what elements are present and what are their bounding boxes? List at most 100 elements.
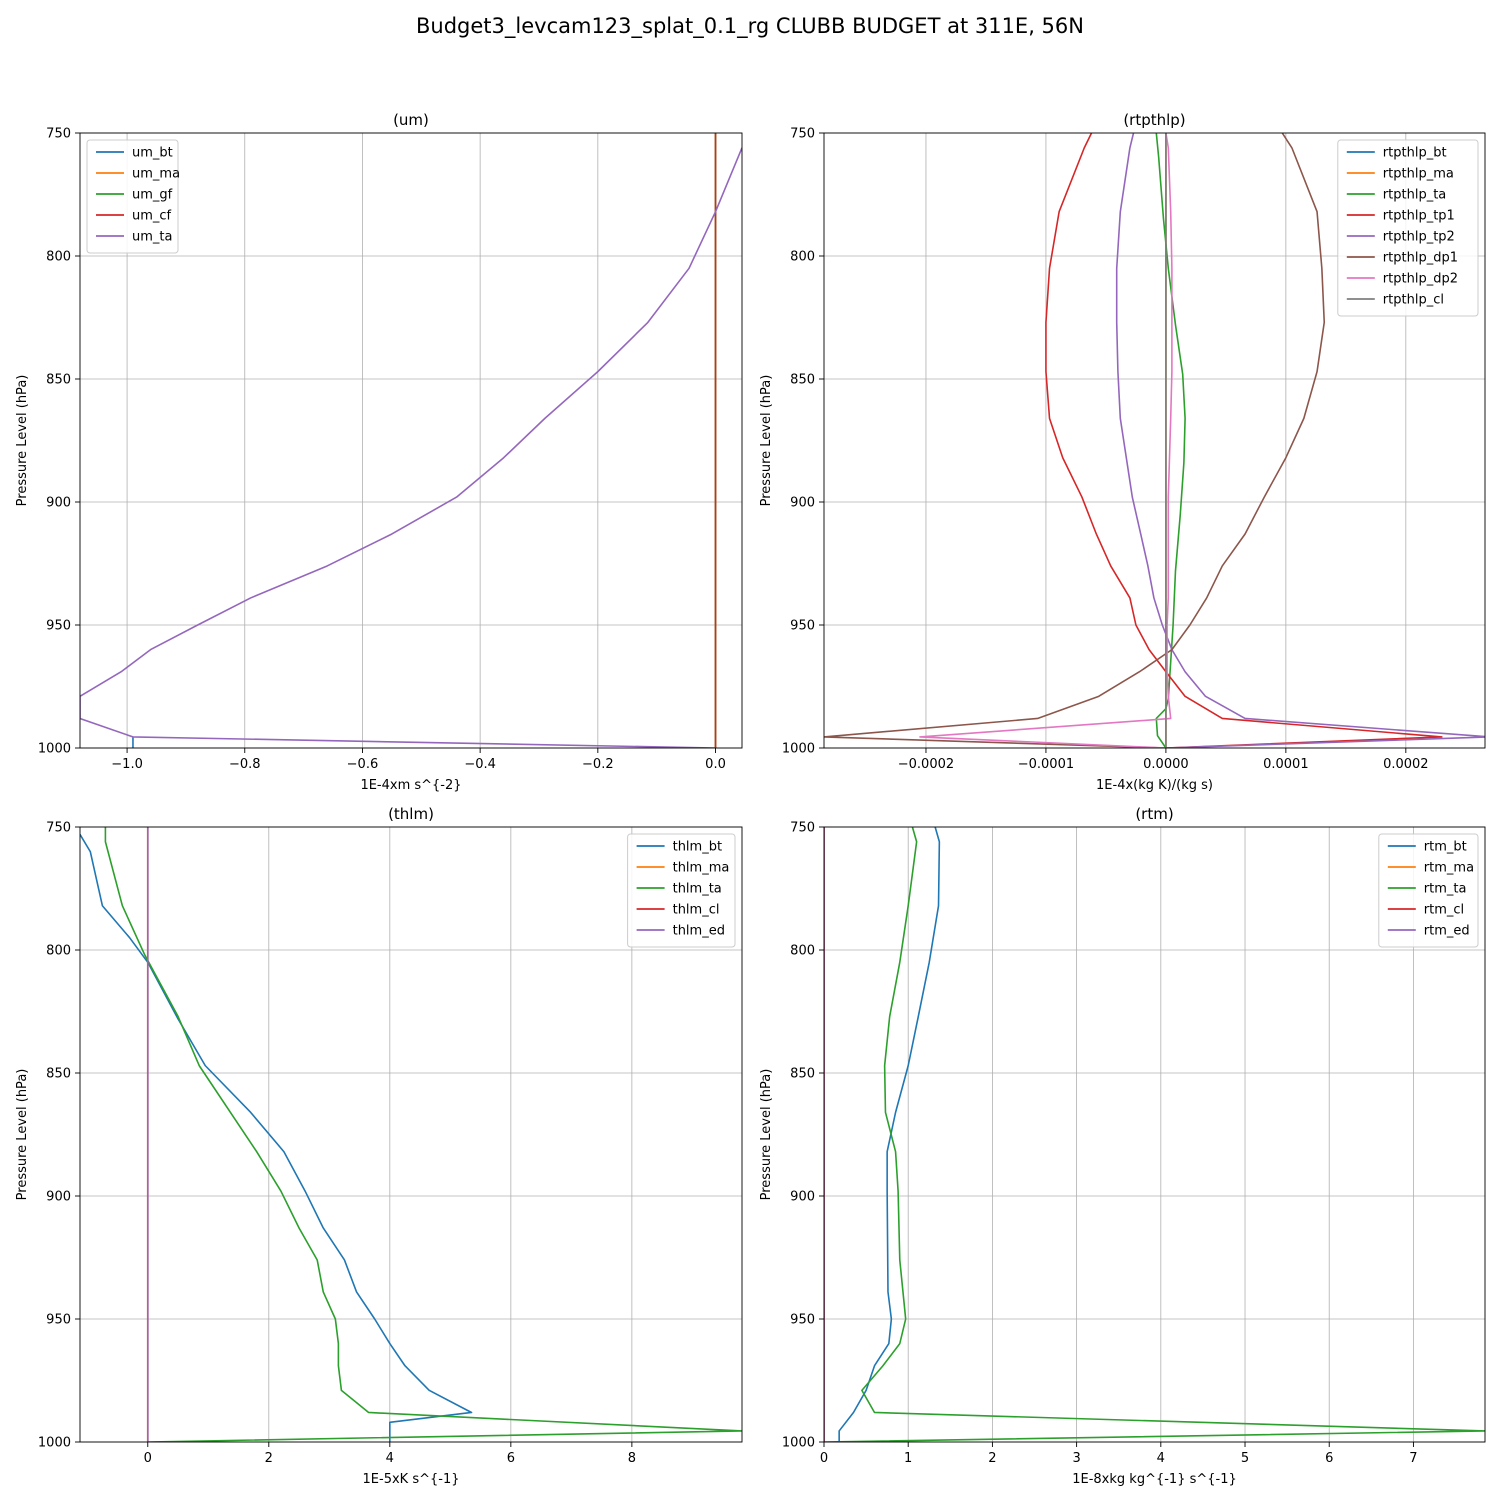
series-line-um_ta	[80, 147, 742, 748]
y-axis-label: Pressure Level (hPa)	[759, 375, 774, 507]
legend-label-rtm_ta: rtm_ta	[1424, 882, 1467, 897]
y-tick-label: 750	[46, 821, 71, 836]
y-tick-label: 800	[46, 944, 71, 959]
series-line-rtm_ta	[824, 827, 1485, 1442]
x-tick-label: 7	[1409, 1451, 1417, 1466]
series-line-rtpthlp_dp1	[824, 133, 1326, 748]
y-tick-label: 1000	[782, 1436, 815, 1451]
legend-label-rtpthlp_dp1: rtpthlp_dp1	[1383, 251, 1458, 266]
legend-label-thlm_cl: thlm_cl	[673, 903, 720, 918]
y-tick-label: 800	[790, 944, 815, 959]
panel-title: (um)	[393, 111, 429, 129]
panel-title: (thlm)	[388, 805, 434, 823]
x-axis-label: 1E-8xkg kg^{-1} s^{-1}	[1072, 1472, 1237, 1487]
legend-label-rtpthlp_ta: rtpthlp_ta	[1383, 188, 1446, 203]
series-rtm	[824, 827, 1485, 1442]
x-tick-label: −1.0	[111, 757, 143, 772]
series-thlm	[80, 827, 742, 1442]
legend-box	[86, 139, 179, 254]
series-line-rtpthlp_dp2	[919, 133, 1173, 748]
panel-rtm: 0 1 2 3 4 5 6 7 750 800 850 900 950 1000 (rtm) 1E-8xkg …	[759, 805, 1486, 1487]
x-tick-label: −0.6	[347, 757, 379, 772]
series-um	[80, 133, 742, 748]
legend-label-thlm_ed: thlm_ed	[673, 924, 725, 939]
legend-label-rtm_ma: rtm_ma	[1424, 861, 1474, 876]
legend-label-rtpthlp_tp1: rtpthlp_tp1	[1383, 209, 1455, 224]
y-tick-label: 850	[46, 373, 71, 388]
y-tick-label: 750	[790, 127, 815, 142]
x-tick-label: 6	[1325, 1451, 1333, 1466]
y-tick-label: 950	[46, 1313, 71, 1328]
series-line-rtpthlp_tp2	[1115, 133, 1485, 748]
y-axis-label: Pressure Level (hPa)	[15, 375, 30, 507]
series-line-rtm_bt	[838, 827, 941, 1442]
y-tick-label: 900	[46, 496, 71, 511]
y-axis-label: Pressure Level (hPa)	[15, 1069, 30, 1201]
legend-label-rtpthlp_tp2: rtpthlp_tp2	[1383, 230, 1455, 245]
legend-rtm: rtm_bt rtm_ma rtm_ta rtm_cl rtm_ed	[1378, 833, 1479, 948]
axes-frame-thlm	[79, 826, 743, 1443]
x-tick-label: 5	[1241, 1451, 1249, 1466]
legend-label-rtpthlp_cl: rtpthlp_cl	[1383, 293, 1444, 308]
legend-rtpthlp: rtpthlp_bt rtpthlp_ma rtpthlp_ta rtpthlp_tp…	[1337, 139, 1479, 317]
series-line-thlm_ta	[104, 827, 742, 1442]
x-tick-label: −0.0001	[1018, 757, 1074, 772]
grid-um	[80, 132, 742, 749]
y-tick-label: 850	[46, 1067, 71, 1082]
legend-label-rtpthlp_bt: rtpthlp_bt	[1383, 146, 1447, 161]
x-tick-label: 0.0000	[1143, 757, 1189, 772]
panel-title: (rtpthlp)	[1123, 111, 1185, 129]
x-tick-label: −0.8	[229, 757, 261, 772]
panel-title: (rtm)	[1135, 805, 1173, 823]
legend-label-thlm_bt: thlm_bt	[673, 840, 722, 855]
legend-label-um_bt: um_bt	[132, 146, 173, 161]
axes-frame-rtm	[823, 826, 1486, 1443]
legend-label-um_cf: um_cf	[132, 209, 172, 224]
x-tick-label: 0	[144, 1451, 152, 1466]
legend-label-um_ta: um_ta	[132, 230, 172, 245]
legend-label-rtm_cl: rtm_cl	[1424, 903, 1464, 918]
y-tick-label: 750	[790, 821, 815, 836]
y-tick-label: 900	[46, 1190, 71, 1205]
x-tick-label: 6	[507, 1451, 515, 1466]
x-tick-label: 0.0002	[1383, 757, 1429, 772]
x-tick-label: 4	[1157, 1451, 1165, 1466]
panel-thlm: 0 2 4 6 8 750 800 850 900 950 1000 (thlm) 1E-5xK s^{…	[15, 805, 743, 1487]
legend-label-um_ma: um_ma	[132, 167, 180, 182]
x-tick-label: 4	[386, 1451, 394, 1466]
x-tick-label: 1	[904, 1451, 912, 1466]
y-tick-label: 1000	[38, 742, 71, 757]
legend-box	[1337, 139, 1479, 317]
series-line-rtpthlp_ta	[1155, 133, 1186, 748]
axes-frame-rtpthlp	[823, 132, 1486, 749]
legend-label-rtpthlp_dp2: rtpthlp_dp2	[1383, 272, 1458, 287]
legend-label-thlm_ta: thlm_ta	[673, 882, 722, 897]
y-tick-label: 900	[790, 496, 815, 511]
legend-thlm: thlm_bt thlm_ma thlm_ta thlm_cl thlm_ed	[627, 833, 736, 948]
y-tick-label: 850	[790, 373, 815, 388]
y-tick-label: 800	[46, 250, 71, 265]
y-tick-label: 950	[790, 1313, 815, 1328]
x-tick-label: 2	[988, 1451, 996, 1466]
x-tick-label: 0	[820, 1451, 828, 1466]
legend-label-rtm_ed: rtm_ed	[1424, 924, 1470, 939]
x-axis-label: 1E-4xm s^{-2}	[360, 778, 461, 793]
legend-label-um_gf: um_gf	[132, 188, 173, 203]
series-rtpthlp	[824, 133, 1485, 748]
y-tick-label: 1000	[782, 742, 815, 757]
legend-box	[1378, 833, 1479, 948]
panel-rtpthlp: −0.0002 −0.0001 0.0000 0.0001 0.0002 750 800 85…	[759, 111, 1486, 793]
x-axis-label: 1E-5xK s^{-1}	[363, 1472, 460, 1487]
series-line-rtpthlp_tp1	[1045, 133, 1443, 748]
axes-frame-um	[79, 132, 743, 749]
y-tick-label: 950	[790, 619, 815, 634]
x-tick-label: 0.0	[705, 757, 726, 772]
x-tick-label: −0.2	[582, 757, 614, 772]
legend-label-thlm_ma: thlm_ma	[673, 861, 730, 876]
x-tick-label: 3	[1072, 1451, 1080, 1466]
y-tick-label: 1000	[38, 1436, 71, 1451]
x-tick-label: 8	[628, 1451, 636, 1466]
legend-box	[627, 833, 736, 948]
series-line-thlm_bt	[80, 833, 473, 1442]
x-tick-label: 2	[265, 1451, 273, 1466]
